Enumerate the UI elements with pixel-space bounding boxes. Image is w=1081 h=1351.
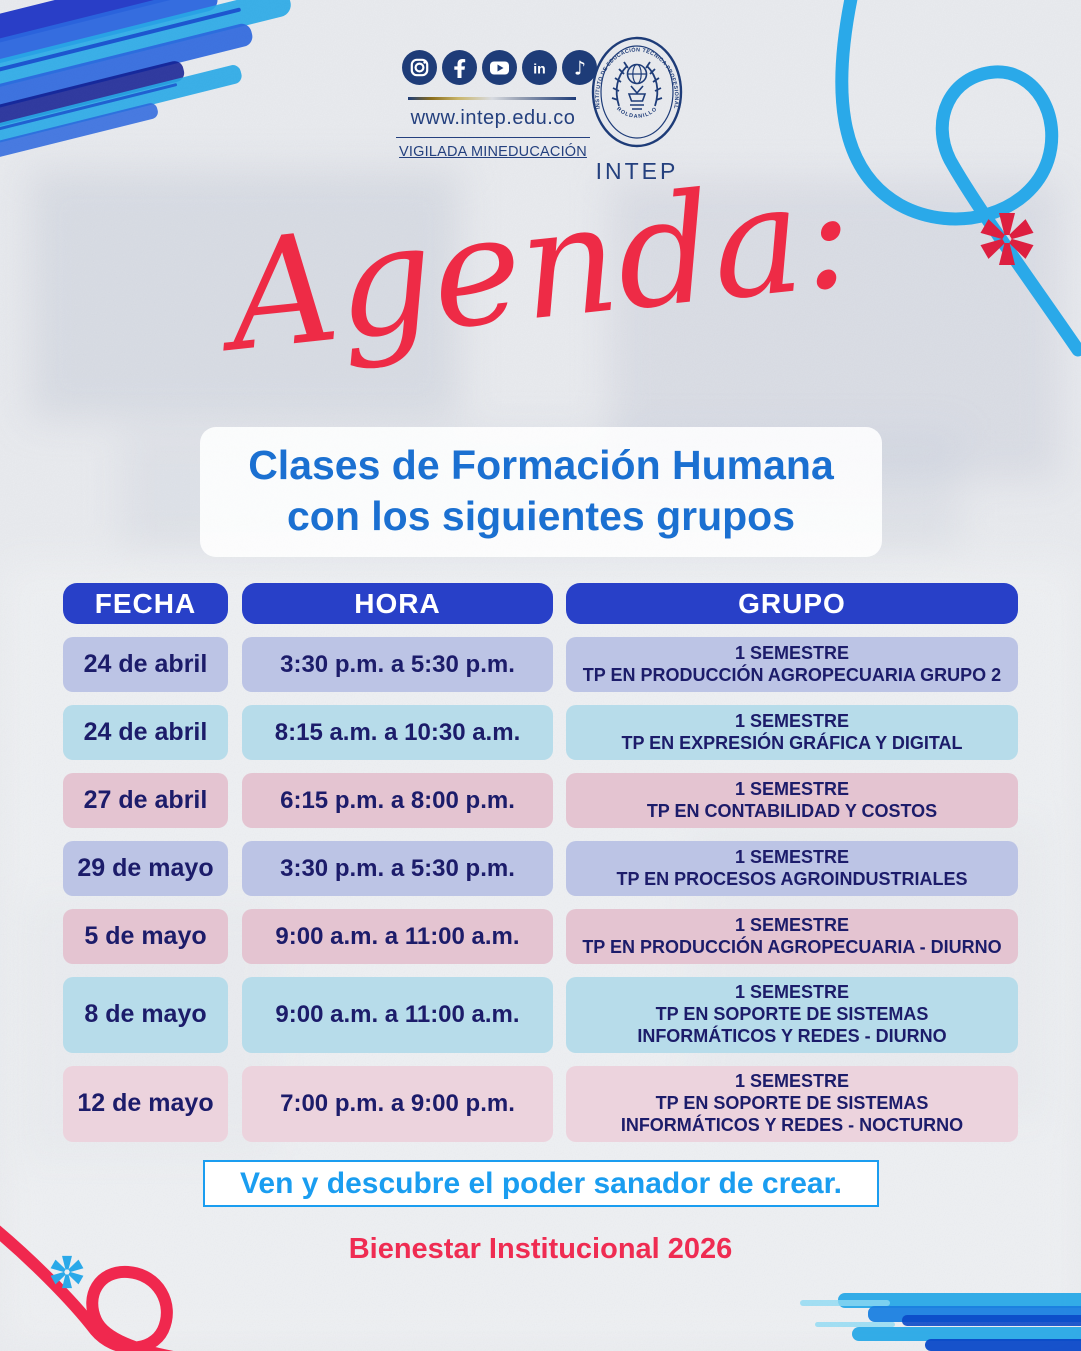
vigilada-label: VIGILADA MINEDUCACIÓN: [396, 137, 590, 160]
hora-cell: 3:30 p.m. a 5:30 p.m.: [242, 637, 553, 692]
table-row: 29 de mayo 3:30 p.m. a 5:30 p.m. 1 SEMES…: [63, 841, 1018, 896]
event-title-line1: Clases de Formación Humana: [248, 442, 834, 488]
social-row: in ♪: [402, 50, 597, 85]
table-row: 24 de abril 8:15 a.m. a 10:30 a.m. 1 SEM…: [63, 705, 1018, 760]
svg-text:INSTITUTO DE EDUCACIÓN TÉCNICA: INSTITUTO DE EDUCACIÓN TÉCNICA PROFESION…: [595, 45, 679, 109]
table-row: 24 de abril 3:30 p.m. a 5:30 p.m. 1 SEME…: [63, 637, 1018, 692]
fecha-cell: 24 de abril: [63, 637, 228, 692]
website-url[interactable]: www.intep.edu.co: [410, 107, 576, 129]
tagline-text: Ven y descubre el poder sanador de crear…: [240, 1166, 842, 1200]
table-row: 8 de mayo 9:00 a.m. a 11:00 a.m. 1 SEMES…: [63, 977, 1018, 1053]
hora-cell: 6:15 p.m. a 8:00 p.m.: [242, 773, 553, 828]
column-header-hora: HORA: [242, 583, 553, 624]
fecha-cell: 8 de mayo: [63, 977, 228, 1053]
table-header-row: FECHA HORA GRUPO: [63, 583, 1018, 624]
grupo-cell: 1 SEMESTRE TP EN CONTABILIDAD Y COSTOS: [566, 773, 1018, 828]
fecha-cell: 24 de abril: [63, 705, 228, 760]
hora-cell: 9:00 a.m. a 11:00 a.m.: [242, 909, 553, 964]
youtube-icon[interactable]: [482, 50, 517, 85]
hora-cell: 8:15 a.m. a 10:30 a.m.: [242, 705, 553, 760]
linkedin-icon[interactable]: in: [522, 50, 557, 85]
grupo-cell: 1 SEMESTRE TP EN EXPRESIÓN GRÁFICA Y DIG…: [566, 705, 1018, 760]
grupo-cell: 1 SEMESTRE TP EN SOPORTE DE SISTEMAS INF…: [566, 1065, 1018, 1142]
svg-text:ROLDANILLO: ROLDANILLO: [615, 106, 659, 120]
event-title-card: Clases de Formación Humana con los sigui…: [200, 427, 882, 557]
column-header-grupo: GRUPO: [566, 583, 1018, 624]
fecha-cell: 29 de mayo: [63, 841, 228, 896]
grupo-cell: 1 SEMESTRE TP EN PRODUCCIÓN AGROPECUARIA…: [566, 909, 1018, 964]
program-label: Bienestar Institucional 2026: [348, 1233, 733, 1265]
grupo-cell: 1 SEMESTRE TP EN PROCESOS AGROINDUSTRIAL…: [566, 841, 1018, 896]
hora-cell: 3:30 p.m. a 5:30 p.m.: [242, 841, 553, 896]
table-row: 27 de abril 6:15 p.m. a 8:00 p.m. 1 SEME…: [63, 773, 1018, 828]
hora-cell: 9:00 a.m. a 11:00 a.m.: [242, 977, 553, 1053]
grupo-cell: 1 SEMESTRE TP EN PRODUCCIÓN AGROPECUARIA…: [566, 637, 1018, 692]
schedule-table: FECHA HORA GRUPO 24 de abril 3:30 p.m. a…: [63, 583, 1018, 1142]
grupo-cell: 1 SEMESTRE TP EN SOPORTE DE SISTEMAS INF…: [566, 977, 1018, 1053]
fecha-cell: 12 de mayo: [63, 1065, 228, 1142]
table-row: 5 de mayo 9:00 a.m. a 11:00 a.m. 1 SEMES…: [63, 909, 1018, 964]
tagline-box: Ven y descubre el poder sanador de crear…: [203, 1160, 879, 1207]
instagram-icon[interactable]: [402, 50, 437, 85]
fecha-cell: 27 de abril: [63, 773, 228, 828]
table-row: 12 de mayo 7:00 p.m. a 9:00 p.m. 1 SEMES…: [63, 1065, 1018, 1142]
hora-cell: 7:00 p.m. a 9:00 p.m.: [242, 1065, 553, 1142]
fecha-cell: 5 de mayo: [63, 909, 228, 964]
svg-text:in: in: [533, 61, 545, 77]
facebook-icon[interactable]: [442, 50, 477, 85]
event-title-line2: con los siguientes grupos: [286, 492, 795, 539]
column-header-fecha: FECHA: [63, 583, 228, 624]
gradient-divider: [408, 97, 576, 100]
agenda-script-title: Agenda:: [220, 146, 861, 386]
intep-seal-icon: INSTITUTO DE EDUCACIÓN TÉCNICA PROFESION…: [591, 36, 683, 148]
